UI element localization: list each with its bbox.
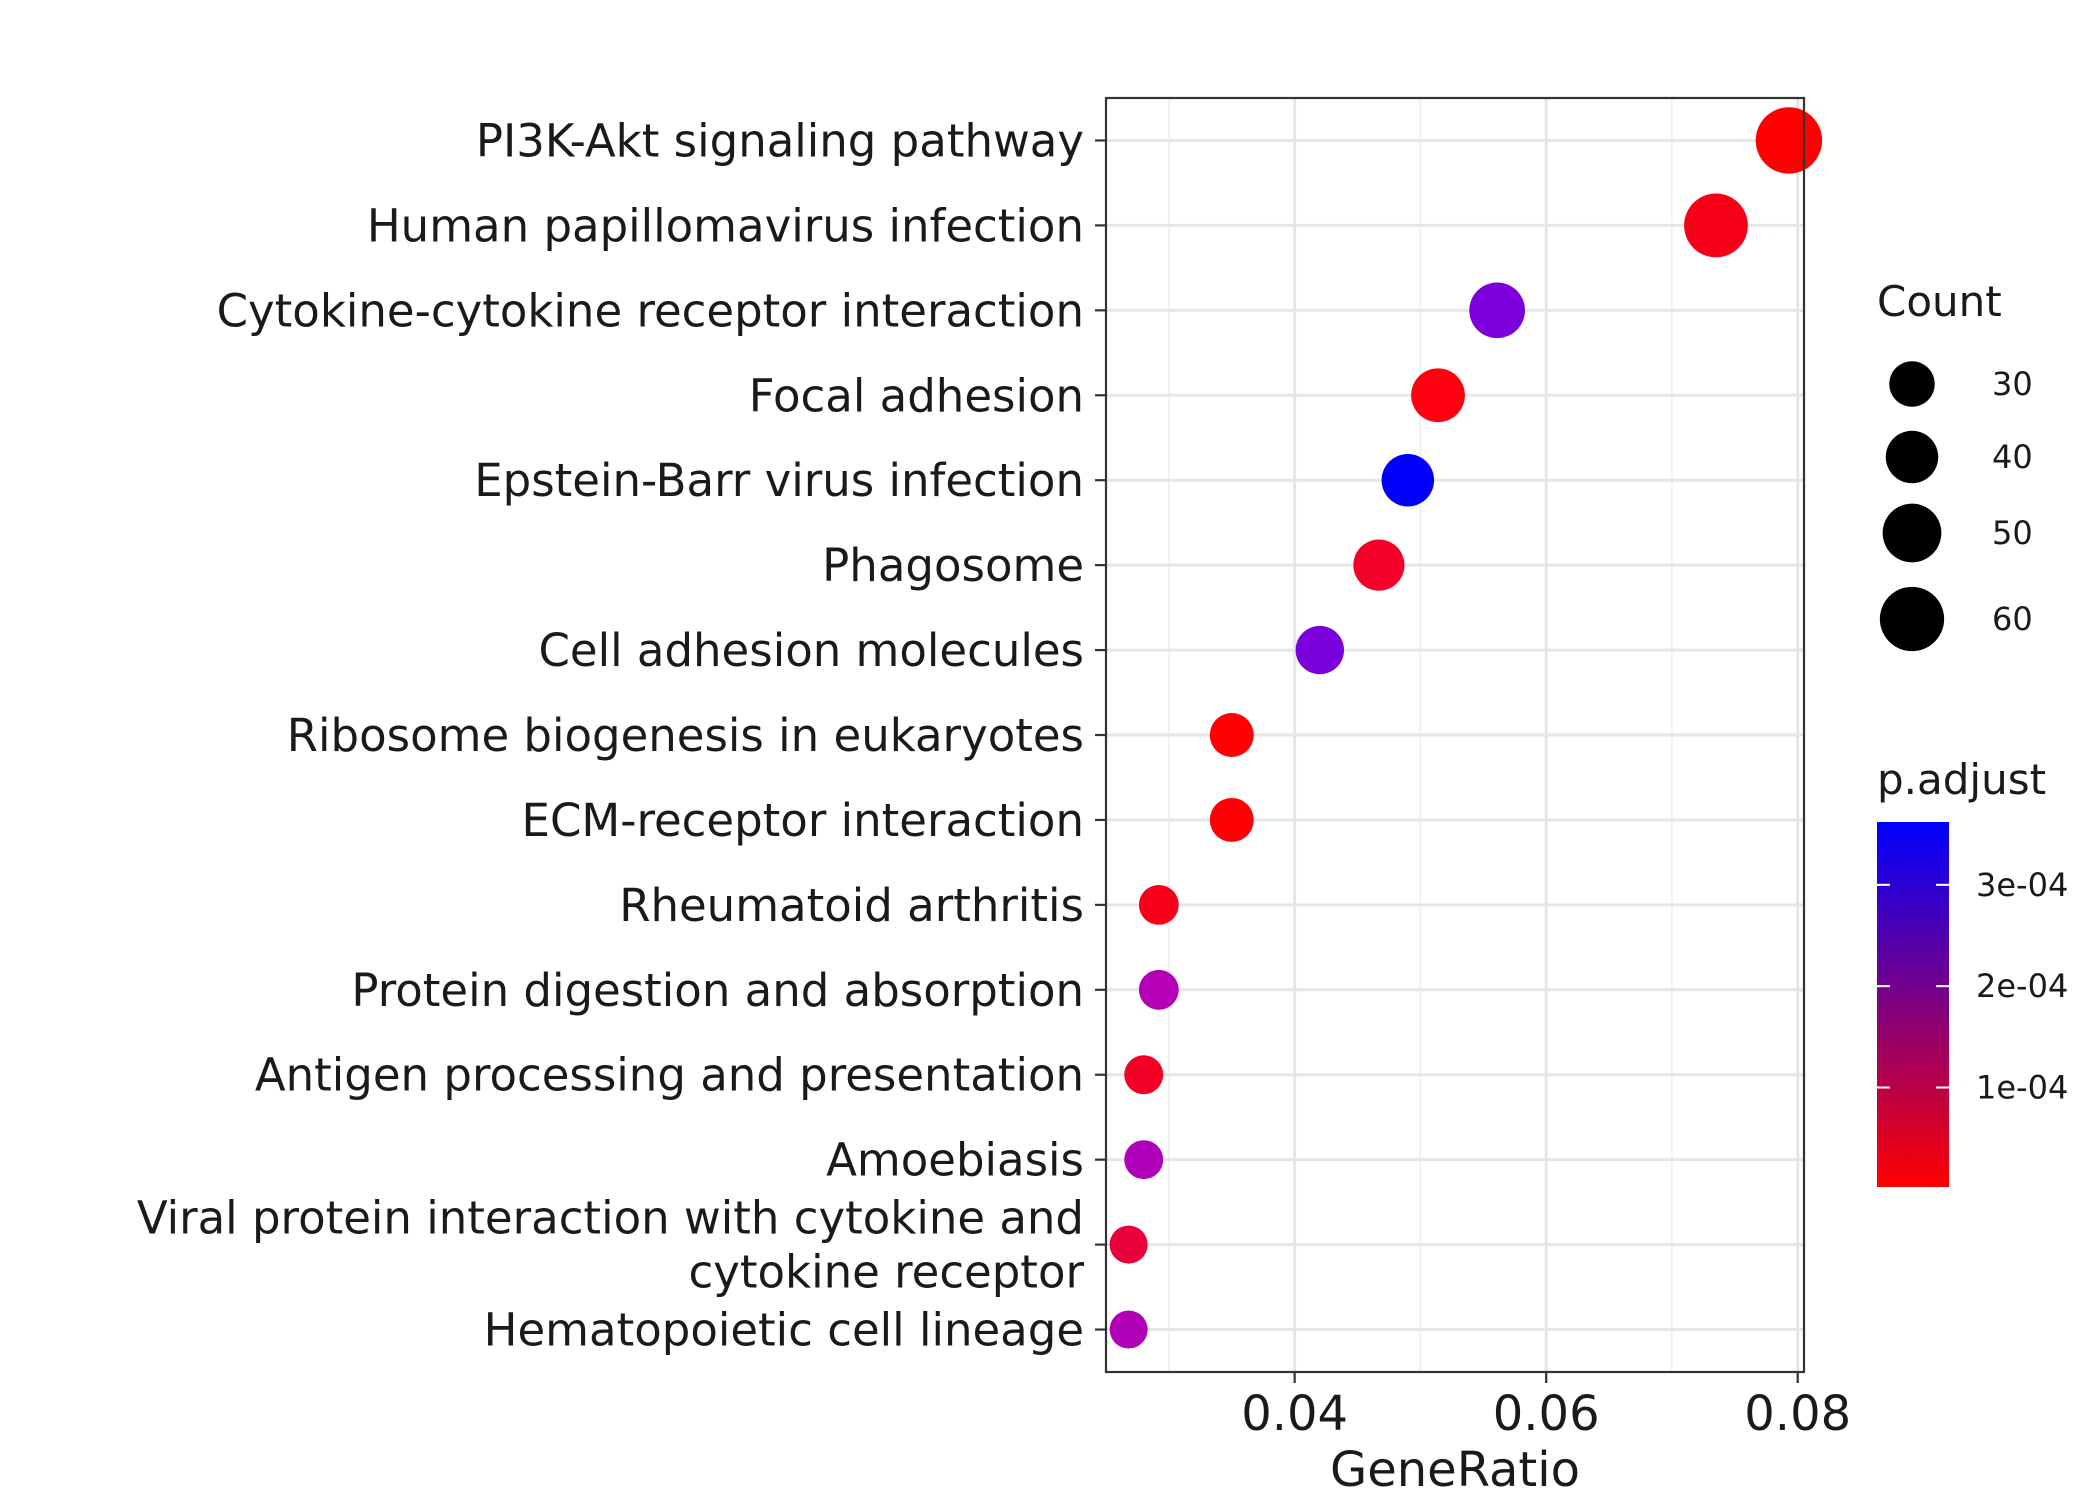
data-point	[1469, 282, 1525, 339]
category-label: Human papillomavirus infection	[367, 199, 1084, 252]
data-points	[1109, 107, 1823, 1349]
x-axis: GeneRatio 0.04 0.06 0.08	[1241, 1372, 1851, 1498]
category-label: Cell adhesion molecules	[538, 624, 1084, 677]
category-label: Phagosome	[822, 539, 1084, 592]
category-label: Amoebiasis	[826, 1134, 1084, 1187]
size-legend-label: 40	[1992, 438, 2033, 476]
color-legend-bar	[1877, 822, 1949, 1187]
size-legend-label: 50	[1992, 514, 2033, 552]
size-legend-label: 60	[1992, 600, 2033, 638]
category-label: Cytokine-cytokine receptor interaction	[217, 284, 1084, 337]
data-point	[1109, 1225, 1148, 1264]
color-legend-title: p.adjust	[1877, 755, 2046, 804]
category-label: Ribosome biogenesis in eukaryotes	[287, 709, 1084, 762]
data-point	[1209, 797, 1254, 842]
category-label: Protein digestion and absorption	[351, 964, 1084, 1017]
category-label: ECM-receptor interaction	[522, 794, 1084, 847]
data-point	[1124, 1055, 1164, 1095]
size-legend-label: 30	[1992, 365, 2033, 403]
category-label: Viral protein interaction with cytokine …	[137, 1192, 1084, 1245]
category-label: Focal adhesion	[749, 369, 1084, 422]
x-tick-label: 0.04	[1241, 1386, 1348, 1442]
category-label: cytokine receptor	[689, 1246, 1085, 1299]
data-point	[1755, 107, 1823, 174]
size-legend-title: Count	[1877, 277, 2002, 326]
size-legend: 30 40 50 60	[1879, 361, 2033, 652]
data-point	[1138, 884, 1179, 925]
legends: Count 30 40 50 60 p.adjust 1e-04 2e-04 3e-04	[1877, 277, 2068, 1187]
color-legend-label: 1e-04	[1976, 1068, 2068, 1106]
x-tick-label: 0.08	[1744, 1386, 1851, 1442]
data-point	[1411, 368, 1465, 423]
category-label: PI3K-Akt signaling pathway	[476, 114, 1084, 167]
category-labels: PI3K-Akt signaling pathway Human papillom…	[137, 114, 1106, 1357]
category-label: Hematopoietic cell lineage	[484, 1304, 1084, 1357]
data-point	[1124, 1140, 1164, 1180]
size-legend-key	[1889, 361, 1935, 407]
size-legend-key	[1882, 503, 1942, 563]
data-point	[1353, 539, 1405, 591]
data-point	[1295, 625, 1345, 675]
data-point	[1138, 969, 1179, 1010]
data-point	[1684, 193, 1748, 258]
x-axis-title: GeneRatio	[1330, 1442, 1580, 1498]
size-legend-key	[1885, 430, 1939, 484]
x-tick-label: 0.06	[1493, 1386, 1600, 1442]
category-label: Rheumatoid arthritis	[619, 879, 1084, 932]
color-legend: 1e-04 2e-04 3e-04	[1877, 866, 2068, 1106]
data-point	[1209, 713, 1254, 757]
size-legend-key	[1879, 586, 1945, 652]
category-label: Epstein-Barr virus infection	[474, 454, 1084, 507]
data-point	[1381, 453, 1435, 507]
data-point	[1109, 1310, 1148, 1349]
color-legend-label: 2e-04	[1976, 967, 2068, 1005]
color-legend-label: 3e-04	[1976, 866, 2068, 904]
category-label: Antigen processing and presentation	[255, 1049, 1084, 1102]
